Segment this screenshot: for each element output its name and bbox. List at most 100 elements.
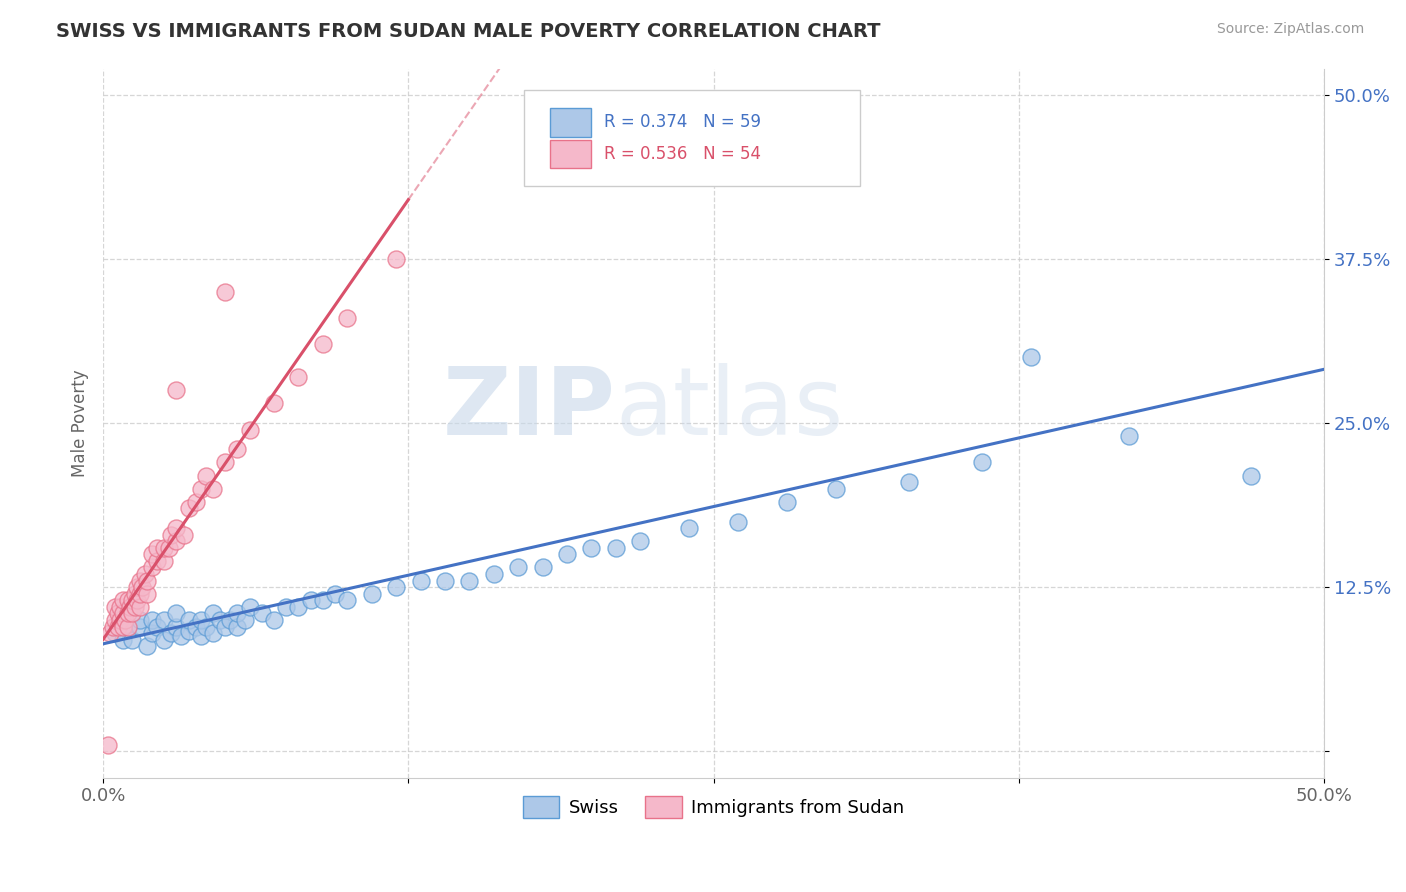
Point bbox=[250, 607, 273, 621]
Point bbox=[157, 541, 180, 555]
Point bbox=[433, 574, 456, 588]
Point bbox=[226, 442, 249, 457]
Point bbox=[146, 541, 169, 555]
Point bbox=[177, 613, 200, 627]
Point bbox=[141, 626, 163, 640]
Point bbox=[121, 607, 143, 621]
FancyBboxPatch shape bbox=[550, 108, 592, 136]
Point bbox=[160, 626, 183, 640]
Point bbox=[219, 613, 242, 627]
Point bbox=[214, 455, 236, 469]
Point bbox=[214, 285, 236, 299]
Point bbox=[1240, 468, 1263, 483]
Point bbox=[360, 587, 382, 601]
Point bbox=[117, 593, 139, 607]
Point bbox=[1118, 429, 1140, 443]
Point bbox=[776, 495, 799, 509]
Point bbox=[385, 252, 408, 266]
Point bbox=[173, 527, 195, 541]
Point bbox=[111, 593, 134, 607]
Point bbox=[110, 599, 132, 614]
Point bbox=[239, 423, 262, 437]
Point bbox=[1019, 351, 1042, 365]
Point bbox=[141, 547, 163, 561]
Point bbox=[409, 574, 432, 588]
Point bbox=[482, 567, 505, 582]
Point bbox=[107, 607, 129, 621]
Point bbox=[146, 554, 169, 568]
Point bbox=[165, 534, 187, 549]
Point bbox=[101, 619, 124, 633]
Point bbox=[110, 613, 132, 627]
Point bbox=[531, 560, 554, 574]
Point bbox=[263, 613, 285, 627]
Point bbox=[897, 475, 920, 490]
Point bbox=[654, 127, 676, 141]
Point bbox=[127, 593, 149, 607]
Point bbox=[184, 495, 207, 509]
Point bbox=[146, 619, 169, 633]
Point bbox=[312, 337, 335, 351]
Point bbox=[233, 613, 256, 627]
Point bbox=[121, 632, 143, 647]
Point bbox=[141, 560, 163, 574]
Point bbox=[107, 619, 129, 633]
Point bbox=[128, 587, 150, 601]
Point bbox=[605, 541, 627, 555]
Point bbox=[508, 560, 530, 574]
Point bbox=[226, 619, 249, 633]
Point bbox=[824, 482, 846, 496]
Point bbox=[111, 607, 134, 621]
Text: Source: ZipAtlas.com: Source: ZipAtlas.com bbox=[1216, 22, 1364, 37]
Point bbox=[287, 370, 309, 384]
Point bbox=[177, 501, 200, 516]
Point bbox=[263, 396, 285, 410]
Point bbox=[336, 310, 359, 325]
Point bbox=[153, 554, 176, 568]
Point bbox=[117, 619, 139, 633]
Point bbox=[678, 521, 700, 535]
Point bbox=[124, 587, 146, 601]
Point bbox=[153, 541, 176, 555]
Point bbox=[111, 632, 134, 647]
Point bbox=[336, 593, 359, 607]
Point bbox=[128, 613, 150, 627]
Point bbox=[141, 613, 163, 627]
Point bbox=[970, 455, 993, 469]
Point bbox=[104, 626, 127, 640]
Point bbox=[118, 599, 141, 614]
Point bbox=[134, 567, 156, 582]
Point bbox=[209, 613, 232, 627]
Point bbox=[385, 580, 408, 594]
Point bbox=[190, 482, 212, 496]
Point bbox=[104, 599, 127, 614]
Point bbox=[555, 547, 578, 561]
Point bbox=[194, 619, 217, 633]
Point bbox=[131, 580, 153, 594]
Point bbox=[104, 613, 127, 627]
Point bbox=[581, 541, 603, 555]
Text: R = 0.536   N = 54: R = 0.536 N = 54 bbox=[603, 145, 761, 163]
FancyBboxPatch shape bbox=[524, 90, 860, 186]
Point bbox=[128, 574, 150, 588]
Point bbox=[214, 619, 236, 633]
Point bbox=[100, 626, 122, 640]
Point bbox=[226, 607, 249, 621]
Point bbox=[165, 521, 187, 535]
Point bbox=[97, 738, 120, 752]
Text: atlas: atlas bbox=[616, 363, 844, 455]
Point bbox=[727, 515, 749, 529]
Point bbox=[323, 587, 346, 601]
Point bbox=[190, 613, 212, 627]
Point bbox=[312, 593, 335, 607]
Point bbox=[201, 626, 224, 640]
Point bbox=[299, 593, 322, 607]
Text: ZIP: ZIP bbox=[443, 363, 616, 455]
Point bbox=[239, 599, 262, 614]
Point bbox=[160, 527, 183, 541]
Point bbox=[165, 619, 187, 633]
Point bbox=[170, 629, 193, 643]
Point bbox=[201, 482, 224, 496]
Point bbox=[194, 468, 217, 483]
Point bbox=[128, 619, 150, 633]
